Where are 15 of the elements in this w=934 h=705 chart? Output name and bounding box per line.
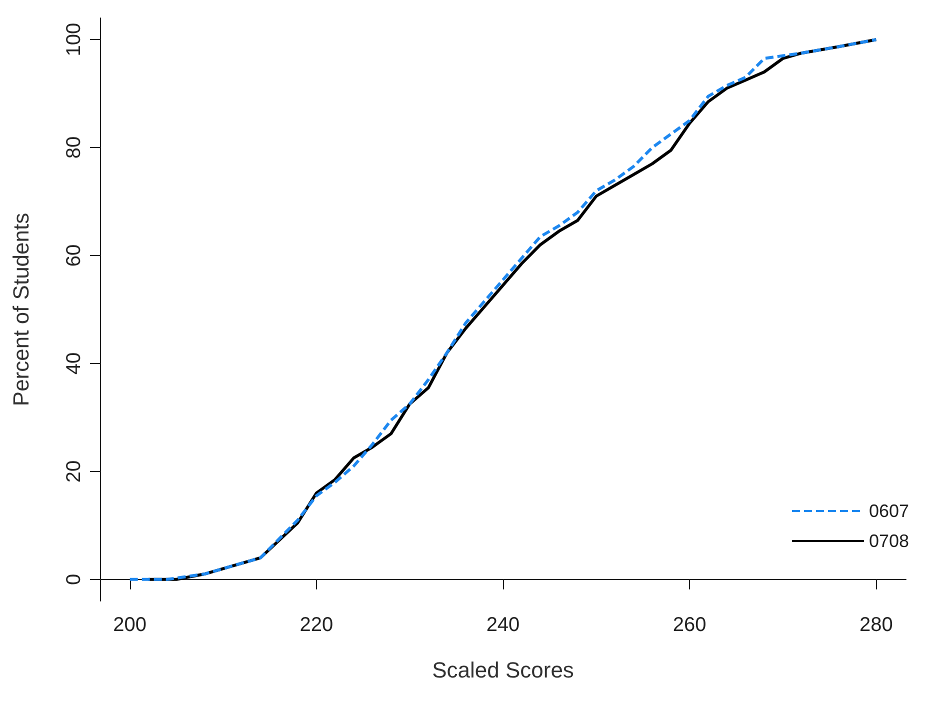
legend-label: 0607 — [868, 501, 910, 521]
y-tick-label: 0 — [63, 574, 85, 585]
y-tick-label: 100 — [63, 22, 85, 56]
x-tick-label: 260 — [672, 614, 706, 636]
y-tick-label: 20 — [63, 460, 85, 483]
legend-label: 0708 — [868, 531, 910, 551]
y-tick-label: 60 — [63, 244, 85, 267]
x-tick-label: 280 — [859, 614, 893, 636]
y-axis-title: Percent of Students — [8, 212, 34, 406]
y-tick-label: 40 — [63, 352, 85, 375]
x-tick-label: 200 — [113, 614, 147, 636]
x-tick-label: 220 — [300, 614, 334, 636]
x-tick-label: 240 — [486, 614, 520, 636]
x-axis-title: Scaled Scores — [432, 658, 574, 682]
y-tick-label: 80 — [63, 136, 85, 159]
